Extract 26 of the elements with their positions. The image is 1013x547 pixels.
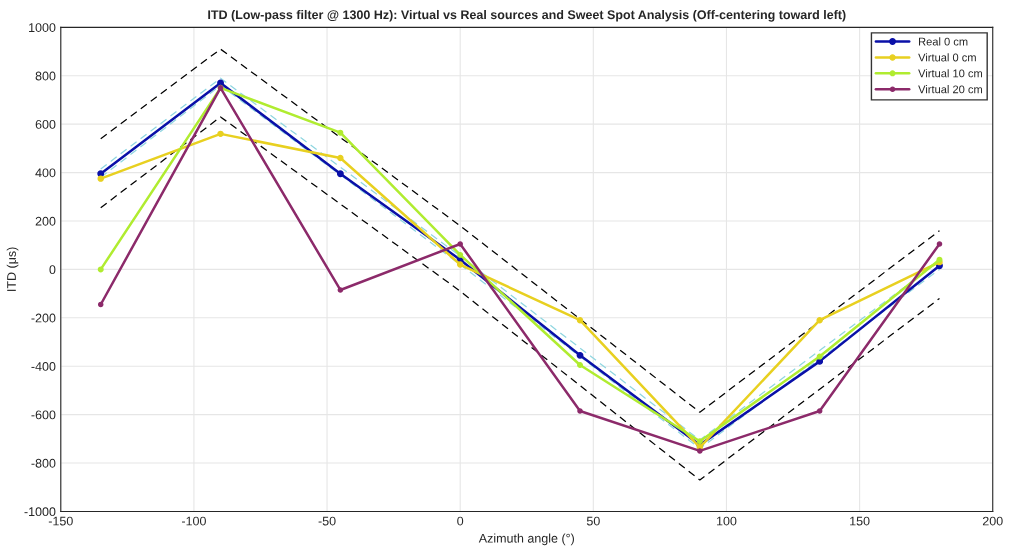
y-tick-label: 600 [35,119,56,129]
x-tick-label: -50 [318,516,336,526]
y-tick-label: -400 [31,362,56,371]
chart-title: ITD (Low-pass filter @ 1300 Hz): Virtual vs Real sources and Sweet Spot Analysis (Off-centering toward left) [208,9,846,22]
x-tick-label: 100 [716,516,737,526]
legend-label: Virtual 20 cm [918,85,983,94]
y-tick-label: 0 [49,265,56,275]
legend-label: Virtual 10 cm [918,69,983,78]
y-tick-label: -1000 [24,507,56,517]
legend-label: Virtual 0 cm [918,53,976,62]
x-axis-title: Azimuth angle (°) [478,533,574,546]
y-tick-label: -200 [31,313,56,323]
x-tick-label: 150 [850,516,870,526]
y-tick-label: -600 [31,410,56,420]
y-tick-label: 400 [35,168,56,178]
x-tick-label: 200 [982,516,1003,526]
y-tick-label: 800 [35,71,56,81]
legend-label: Real 0 cm [919,37,968,46]
y-axis-title: ITD (μs) [6,247,19,291]
x-tick-label: -100 [181,516,206,526]
y-tick-label: 1000 [29,23,56,32]
x-tick-label: 0 [457,516,464,526]
x-tick-label: 50 [586,516,600,526]
x-tick-label: -150 [48,516,73,526]
y-tick-label: -800 [31,458,56,468]
y-tick-label: 200 [35,216,56,226]
